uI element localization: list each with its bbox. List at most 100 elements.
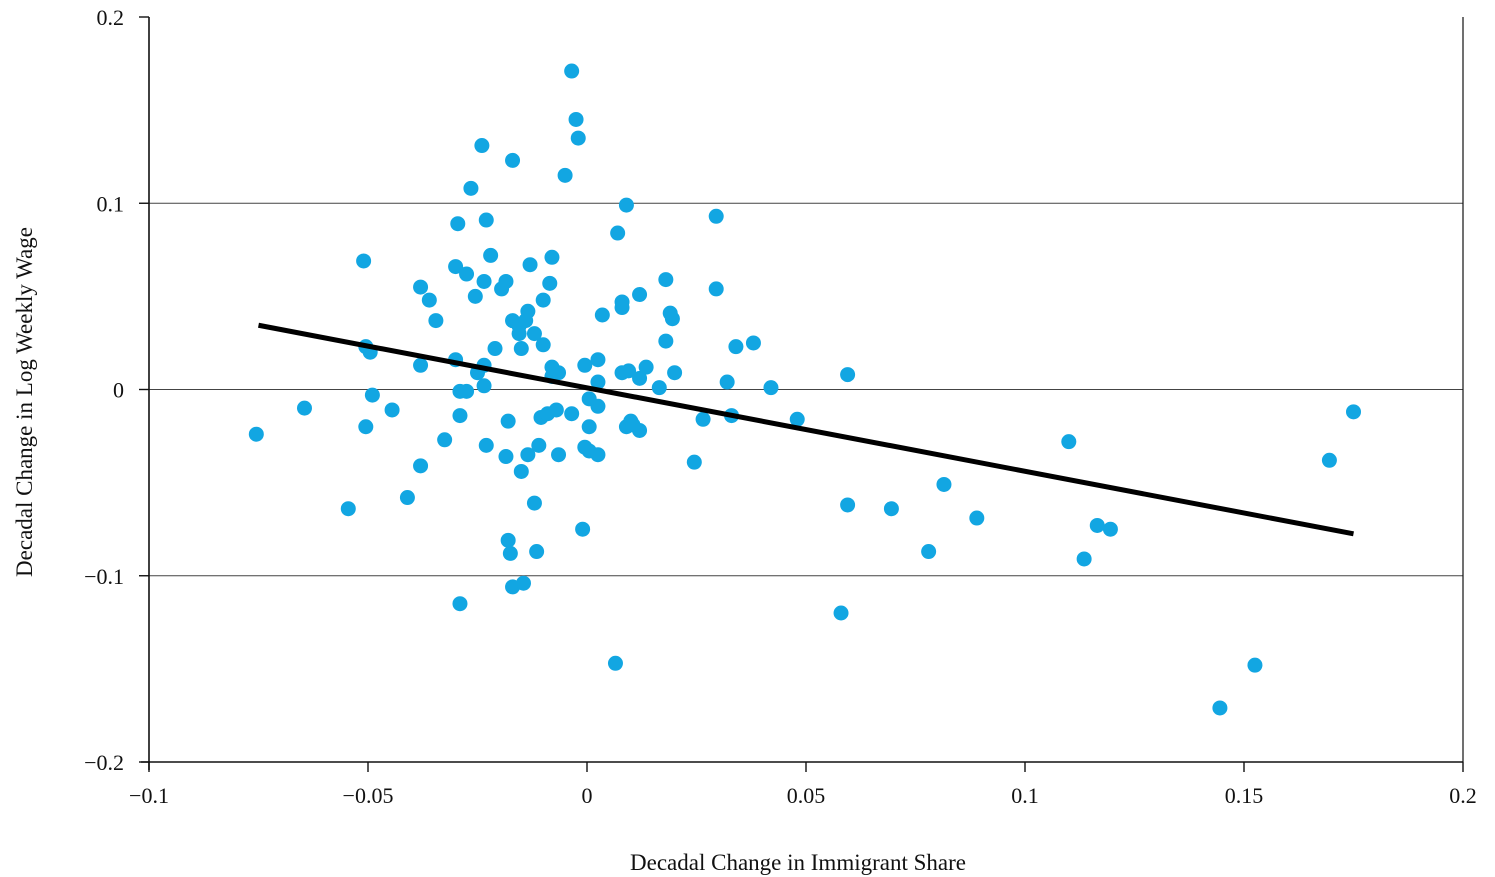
scatter-point xyxy=(358,419,374,435)
scatter-point xyxy=(1102,521,1118,537)
x-tick-label: −0.1 xyxy=(129,783,169,808)
scatter-point xyxy=(515,575,531,591)
scatter-point xyxy=(651,380,667,396)
scatter-point xyxy=(883,501,899,517)
y-axis-title: Decadal Change in Log Weekly Wage xyxy=(12,227,37,577)
scatter-point xyxy=(529,544,545,560)
scatter-point xyxy=(581,419,597,435)
scatter-point xyxy=(364,387,380,403)
scatter-point xyxy=(500,532,516,548)
scatter-point xyxy=(664,311,680,327)
scatter-point xyxy=(590,447,606,463)
scatter-point xyxy=(564,63,580,79)
scatter-point xyxy=(1321,452,1337,468)
scatter-point xyxy=(551,365,567,381)
scatter-point xyxy=(526,495,542,511)
scatter-point xyxy=(498,273,514,289)
scatter-point xyxy=(248,426,264,442)
scatter-point xyxy=(789,411,805,427)
scatter-point xyxy=(695,411,711,427)
scatter-point xyxy=(428,313,444,329)
scatter-point xyxy=(621,363,637,379)
fit-line xyxy=(258,322,1354,537)
scatter-point xyxy=(568,111,584,127)
scatter-point xyxy=(459,383,475,399)
scatter-point xyxy=(564,406,580,422)
scatter-point xyxy=(520,303,536,319)
scatter-point xyxy=(542,275,558,291)
scatter-point xyxy=(526,326,542,342)
scatter-point xyxy=(632,422,648,438)
scatter-point xyxy=(502,545,518,561)
scatter-point xyxy=(384,402,400,418)
y-tick-label: 0 xyxy=(113,378,124,403)
scatter-point xyxy=(575,521,591,537)
scatter-point xyxy=(500,413,516,429)
axes xyxy=(141,17,1464,770)
gridlines xyxy=(149,202,1463,577)
scatter-point xyxy=(399,490,415,506)
scatter-point xyxy=(763,380,779,396)
scatter-point xyxy=(590,398,606,414)
scatter-point xyxy=(667,365,683,381)
scatter-point xyxy=(452,408,468,424)
scatter-point xyxy=(632,370,648,386)
scatter-point xyxy=(356,253,372,269)
y-tick-label: 0.1 xyxy=(97,191,125,216)
x-tick-label: −0.05 xyxy=(343,783,394,808)
scatter-point xyxy=(476,378,492,394)
scatter-point xyxy=(413,357,429,373)
scatter-point xyxy=(594,307,610,323)
scatter-point xyxy=(1247,657,1263,673)
scatter-point xyxy=(708,208,724,224)
x-tick-label: 0.15 xyxy=(1225,783,1264,808)
y-tick-label: 0.2 xyxy=(97,5,125,30)
scatter-point xyxy=(557,167,573,183)
scatter-point xyxy=(548,402,564,418)
y-tick-label: −0.2 xyxy=(84,750,124,775)
scatter-point xyxy=(969,510,985,526)
scatter-point xyxy=(1212,700,1228,716)
scatter-point xyxy=(463,180,479,196)
scatter-point xyxy=(1089,517,1105,533)
scatter-point xyxy=(570,130,586,146)
scatter-point xyxy=(437,432,453,448)
scatter-point xyxy=(520,447,536,463)
scatter-point xyxy=(513,341,529,357)
scatter-point xyxy=(577,357,593,373)
scatter-point xyxy=(535,337,551,353)
scatter-point xyxy=(340,501,356,517)
scatter-point xyxy=(498,449,514,465)
scatter-point xyxy=(840,497,856,513)
scatter-point xyxy=(296,400,312,416)
scatter-point xyxy=(610,225,626,241)
scatter-point xyxy=(745,335,761,351)
scatter-point xyxy=(936,476,952,492)
scatter-point xyxy=(632,287,648,303)
x-tick-label: 0 xyxy=(582,783,593,808)
x-axis-ticks: −0.1 −0.05 0 0.05 0.1 0.15 0.2 xyxy=(129,762,1477,808)
scatter-point xyxy=(614,300,630,316)
scatter-point xyxy=(522,257,538,273)
scatter-point xyxy=(474,138,490,154)
scatter-point xyxy=(413,279,429,295)
scatter-point xyxy=(452,596,468,612)
y-axis-ticks: −0.2 −0.1 0 0.1 0.2 xyxy=(84,5,149,775)
scatter-point xyxy=(618,197,634,213)
scatter-point xyxy=(421,292,437,308)
scatter-point xyxy=(531,437,547,453)
data-points xyxy=(248,63,1361,716)
scatter-point xyxy=(590,352,606,368)
scatter-point xyxy=(728,339,744,355)
scatter-point xyxy=(535,292,551,308)
scatter-point xyxy=(1346,404,1361,420)
scatter-point xyxy=(448,259,464,275)
scatter-point xyxy=(544,249,560,265)
scatter-point xyxy=(459,266,475,282)
scatter-point xyxy=(478,437,494,453)
scatter-point xyxy=(921,544,937,560)
scatter-point xyxy=(658,333,674,349)
x-tick-label: 0.2 xyxy=(1449,783,1477,808)
x-tick-label: 0.1 xyxy=(1011,783,1039,808)
scatter-point xyxy=(607,655,623,671)
